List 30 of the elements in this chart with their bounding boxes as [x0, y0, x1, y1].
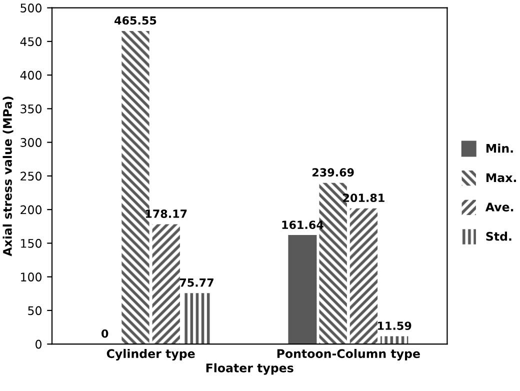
data-label: 161.64 [282, 220, 324, 230]
x-axis-title: Floater types [206, 363, 294, 375]
bar [152, 224, 180, 344]
bar [350, 208, 378, 344]
x-tick-label: Cylinder type [106, 348, 195, 360]
y-tick-label: 100 [21, 272, 42, 282]
data-label: 75.77 [180, 278, 214, 287]
y-axis-title: Axial stress value (MPa) [2, 96, 14, 256]
y-tick-label: 300 [20, 138, 42, 147]
data-label: 11.59 [378, 322, 412, 330]
legend-label: Ave. [485, 202, 514, 212]
legend-label: Std. [486, 232, 512, 241]
y-tick-label: 50 [28, 306, 42, 316]
bar [182, 293, 211, 344]
data-label: 465.55 [114, 16, 156, 25]
y-tick-label: 0 [36, 340, 42, 349]
y-tick-label: 250 [20, 172, 42, 181]
y-tick-label: 200 [20, 205, 42, 214]
y-tick-label: 500 [20, 4, 42, 12]
data-label: 239.69 [312, 168, 354, 177]
data-label: 0 [102, 329, 108, 338]
y-tick-label: 150 [21, 238, 42, 248]
y-tick-label: 350 [20, 104, 42, 114]
y-tick-label: 400 [20, 70, 42, 80]
y-tick-label: 450 [20, 37, 42, 46]
legend-label: Min. [486, 144, 513, 153]
bar [288, 234, 317, 344]
x-tick-label: Pontoon-Column type [277, 348, 420, 360]
data-label: 201.81 [343, 194, 384, 202]
legend-label: Max. [486, 173, 516, 182]
